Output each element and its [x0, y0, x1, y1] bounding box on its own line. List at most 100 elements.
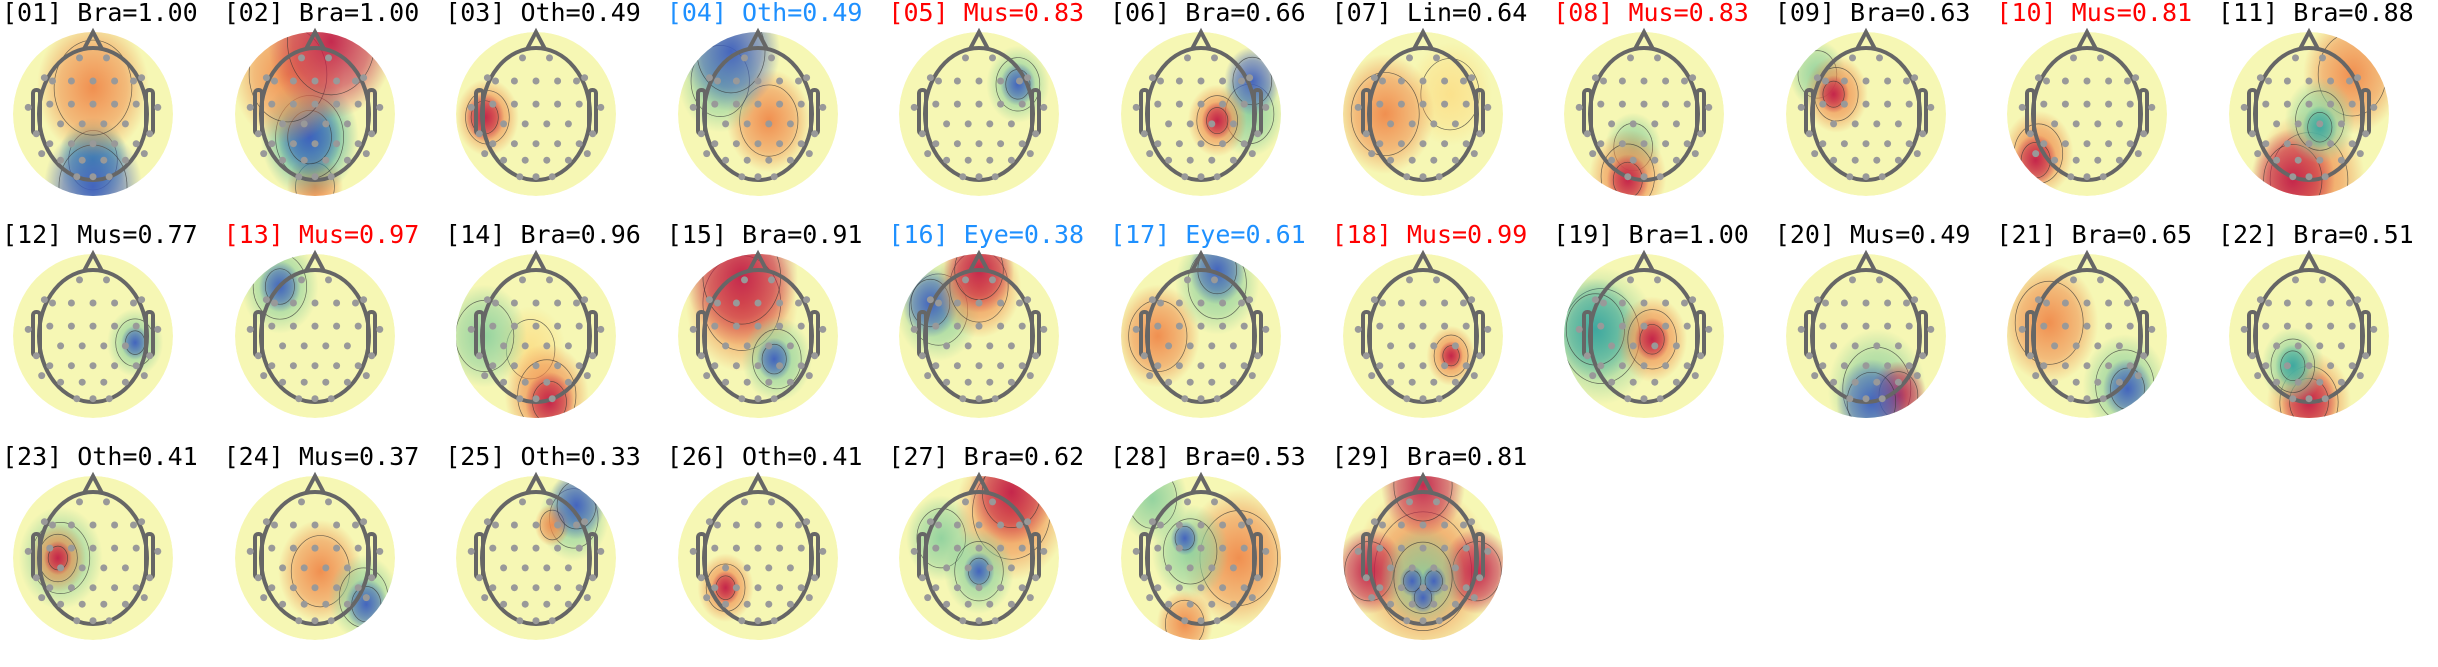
electrode-dot: [543, 342, 551, 350]
electrode-dot: [754, 322, 762, 330]
electrode-dot: [1462, 140, 1470, 148]
component-title: [16] Eye=0.38: [888, 220, 1085, 249]
electrode-dot: [1397, 322, 1405, 330]
electrode-dot: [140, 150, 148, 158]
electrode-dot: [324, 54, 332, 62]
electrode-dot: [511, 299, 519, 307]
electrode-dot: [2305, 395, 2313, 403]
electrode-dot: [1219, 140, 1227, 148]
electrode-dot: [1683, 322, 1691, 330]
electrode-dot: [2283, 140, 2291, 148]
electrode-dot: [38, 594, 46, 602]
electrode-dot: [1821, 77, 1829, 85]
electrode-dot: [1597, 140, 1605, 148]
electrode-dot: [565, 564, 573, 572]
electrode-dot: [797, 544, 805, 552]
electrode-dot: [1429, 156, 1437, 164]
electrode-dot: [565, 378, 573, 386]
electrode-dot: [500, 342, 508, 350]
electrode-dot: [2105, 77, 2113, 85]
electrode-dot: [103, 276, 110, 284]
electrode-dot: [2140, 352, 2148, 360]
electrode-dot: [351, 521, 359, 529]
component-panel: [24] Mus=0.37: [222, 442, 444, 666]
electrode-dot: [1262, 547, 1270, 555]
electrode-dot: [327, 173, 335, 181]
electrode-dot: [1905, 362, 1913, 370]
electrode-dot: [732, 299, 740, 307]
electrode-dot: [262, 518, 270, 526]
electrode-dot: [927, 74, 935, 82]
electrode-dot: [935, 521, 943, 529]
electrode-dot: [932, 362, 940, 370]
electrode-dot: [583, 150, 591, 158]
electrode-dot: [1027, 594, 1035, 602]
electrode-dot: [1840, 100, 1848, 108]
electrode-dot: [965, 342, 973, 350]
electrode-dot: [300, 564, 308, 572]
electrode-dot: [765, 120, 773, 128]
electrode-dot: [1419, 395, 1427, 403]
electrode-dot: [1148, 74, 1156, 82]
electrode-dot: [954, 362, 962, 370]
electrode-dot: [2051, 120, 2059, 128]
electrode-dot: [49, 299, 56, 307]
electrode-dot: [775, 140, 783, 148]
electrode-dot: [267, 544, 275, 552]
electrode-dot: [1475, 574, 1483, 582]
electrode-dot: [1219, 299, 1227, 307]
electrode-dot: [278, 156, 286, 164]
electrode-dot: [1583, 352, 1591, 360]
electrode-dot: [100, 156, 108, 164]
topomap-field: [234, 254, 395, 418]
electrode-dot: [1370, 518, 1378, 526]
electrode-dot: [1629, 342, 1637, 350]
electrode-dot: [1862, 77, 1870, 85]
electrode-dot: [954, 299, 962, 307]
electrode-dot: [1862, 140, 1870, 148]
electrode-dot: [1157, 77, 1164, 85]
electrode-dot: [1157, 521, 1164, 529]
electrode-dot: [1851, 120, 1859, 128]
component-title: [04] Oth=0.49: [666, 0, 863, 27]
component-panel: [27] Bra=0.62: [886, 442, 1108, 666]
electrode-dot: [1875, 276, 1883, 284]
electrode-dot: [1408, 156, 1416, 164]
topomap-field: [1342, 476, 1503, 640]
electrode-dot: [1240, 322, 1248, 330]
electrode-dot: [1851, 378, 1859, 386]
electrode-dot: [1894, 378, 1902, 386]
electrode-dot: [1240, 544, 1248, 552]
electrode-dot: [121, 120, 129, 128]
electrode-dot: [721, 378, 729, 386]
electrode-dot: [2292, 276, 2299, 284]
electrode-dot: [1386, 600, 1394, 608]
electrode-dot: [1375, 140, 1383, 148]
electrode-dot: [1008, 378, 1016, 386]
electrode-dot: [1797, 103, 1805, 111]
electrode-dot: [2083, 362, 2091, 370]
electrode-dot: [321, 378, 329, 386]
topomap: [234, 249, 395, 418]
electrode-dot: [1429, 564, 1437, 572]
electrode-dot: [521, 564, 529, 572]
electrode-dot: [40, 296, 48, 304]
component-panel: [12] Mus=0.77: [0, 220, 222, 444]
electrode-dot: [743, 378, 751, 386]
electrode-dot: [554, 322, 562, 330]
electrode-dot: [1910, 74, 1918, 82]
electrode-dot: [1662, 140, 1670, 148]
electrode-dot: [1459, 521, 1467, 529]
electrode-dot: [786, 600, 794, 608]
topomap: [1785, 27, 1946, 196]
electrode-dot: [711, 140, 719, 148]
electrode-dot: [1619, 322, 1627, 330]
component-panel: [02] Bra=1.00: [222, 0, 444, 222]
electrode-dot: [975, 140, 983, 148]
electrode-dot: [521, 120, 529, 128]
electrode-dot: [1419, 362, 1427, 370]
electrode-dot: [786, 342, 794, 350]
electrode-dot: [975, 362, 983, 370]
electrode-dot: [770, 173, 778, 181]
electrode-dot: [130, 77, 137, 85]
